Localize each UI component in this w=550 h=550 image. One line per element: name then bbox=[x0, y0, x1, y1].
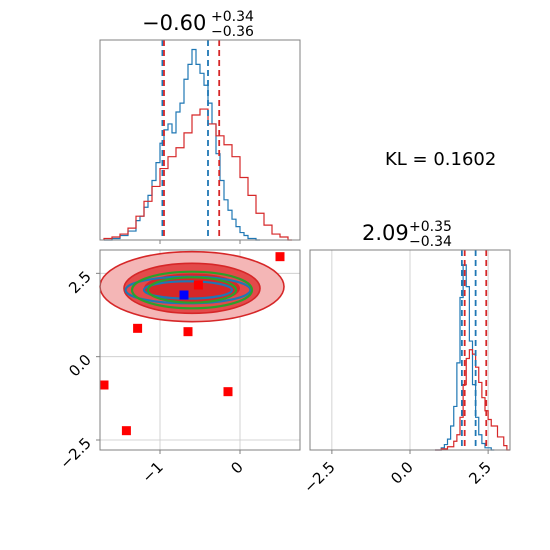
top-left-histogram bbox=[99, 39, 301, 244]
x-tick-label: −2.5 bbox=[300, 458, 338, 496]
red-marker bbox=[133, 323, 143, 333]
title-plus: +0.35 bbox=[409, 219, 452, 235]
contour-line bbox=[146, 276, 238, 304]
x-tick-label: 2.5 bbox=[465, 458, 495, 488]
x-tick-label: 0.0 bbox=[387, 458, 417, 488]
title-plus: +0.34 bbox=[211, 9, 254, 25]
title-median: 2.09 bbox=[362, 221, 409, 245]
red-marker bbox=[183, 327, 193, 337]
bottom-right-histogram bbox=[309, 249, 511, 451]
kl-annotation: KL = 0.1602 bbox=[385, 149, 496, 170]
bottom-left-scatter bbox=[99, 249, 301, 451]
y-tick-label: 0.0 bbox=[65, 351, 95, 381]
hist-series-1 bbox=[103, 108, 292, 241]
red-marker bbox=[275, 252, 285, 262]
title-minus: −0.34 bbox=[409, 234, 452, 250]
x-tick-label: 0 bbox=[227, 458, 246, 477]
red-marker bbox=[99, 380, 109, 390]
contour-line bbox=[130, 270, 254, 310]
red-marker bbox=[193, 280, 203, 290]
y-tick-label: −2.5 bbox=[56, 434, 94, 472]
top-left-title: −0.60 +0.34 −0.36 bbox=[142, 9, 254, 40]
bottom-right-title: 2.09 +0.35 −0.34 bbox=[362, 219, 452, 250]
y-tick-label: 2.5 bbox=[65, 267, 95, 297]
hist-series-1 bbox=[435, 349, 510, 451]
title-median: −0.60 bbox=[142, 11, 206, 35]
title-minus: −0.36 bbox=[211, 24, 254, 40]
red-marker bbox=[223, 387, 233, 397]
red-marker bbox=[121, 426, 131, 436]
hist-series-0 bbox=[104, 48, 260, 241]
blue-marker bbox=[179, 290, 189, 300]
x-tick-label: −1 bbox=[138, 458, 166, 486]
